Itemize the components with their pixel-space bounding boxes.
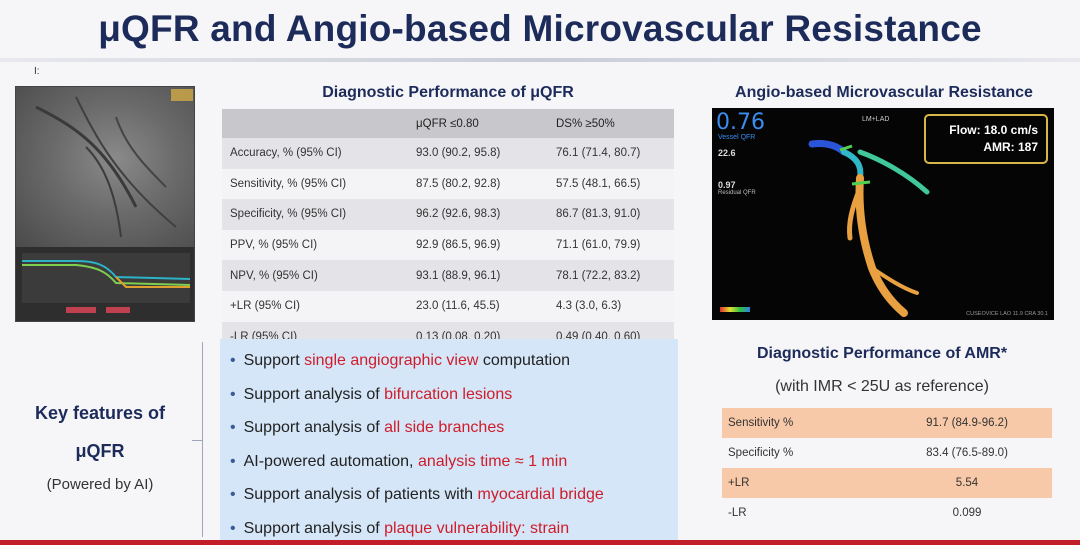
table-header-row: μQFR ≤0.80 DS% ≥50% xyxy=(222,109,674,138)
table-row: Specificity, % (95% CI) 96.2 (92.6, 98.3… xyxy=(222,199,674,230)
table-cell: Sensitivity, % (95% CI) xyxy=(222,168,408,200)
table-cell: Specificity, % (95% CI) xyxy=(222,199,408,230)
table-cell: Specificity % xyxy=(722,438,882,468)
angiogram-label: I: xyxy=(34,66,40,77)
feature-highlight: all side branches xyxy=(384,419,505,436)
amr-image-title: Angio-based Microvascular Resistance xyxy=(735,84,1033,101)
table-cell: PPV, % (95% CI) xyxy=(222,229,408,261)
table-cell: 83.4 (76.5-89.0) xyxy=(882,438,1052,468)
uqfr-table-title: Diagnostic Performance of μQFR xyxy=(322,84,574,101)
features-list: • Support single angiographic view comput… xyxy=(220,339,678,545)
vessel-label: LM+LAD xyxy=(862,116,890,123)
angiogram-image xyxy=(15,86,195,322)
table-cell: 76.1 (71.4, 80.7) xyxy=(548,138,674,169)
table-header-cell xyxy=(222,109,408,138)
amr-vessel-image: 0.76 Vessel QFR 22.6 0.97 Residual QFR L… xyxy=(712,108,1054,320)
projection-info: CUSEOVICE LAO 11.9 CRA 30.1 xyxy=(966,311,1048,317)
table-cell: 57.5 (48.1, 66.5) xyxy=(548,168,674,200)
table-cell: 93.1 (88.9, 96.1) xyxy=(408,260,548,291)
bullet-icon: • xyxy=(230,385,236,403)
bullet-icon: • xyxy=(230,452,236,470)
table-cell: -LR xyxy=(722,498,882,528)
bullet-icon: • xyxy=(230,419,236,436)
table-cell: Accuracy, % (95% CI) xyxy=(222,138,408,169)
table-row: Sensitivity, % (95% CI) 87.5 (80.2, 92.8… xyxy=(222,168,674,200)
feature-text: Support analysis of xyxy=(243,519,385,537)
feature-text: computation xyxy=(478,352,571,369)
bullet-icon: • xyxy=(230,352,236,369)
feature-text: Support analysis of xyxy=(243,385,385,403)
table-row: +LR (95% CI) 23.0 (11.6, 45.5) 4.3 (3.0,… xyxy=(222,290,674,322)
table-cell: 92.9 (86.5, 96.9) xyxy=(408,229,548,261)
table-cell: 4.3 (3.0, 6.3) xyxy=(548,290,674,322)
vessel-tree-render xyxy=(808,140,930,317)
table-row: Sensitivity % 91.7 (84.9-96.2) xyxy=(722,408,1052,438)
angiogram-vessels xyxy=(35,89,193,238)
color-scale-bar xyxy=(720,307,750,312)
angiogram-profile xyxy=(16,247,194,321)
table-row: Accuracy, % (95% CI) 93.0 (90.2, 95.8) 7… xyxy=(222,138,674,169)
table-header-cell: μQFR ≤0.80 xyxy=(408,109,548,138)
table-cell: 93.0 (90.2, 95.8) xyxy=(408,138,548,169)
amr-value: AMR: 187 xyxy=(983,140,1038,154)
feature-text: Support xyxy=(243,352,305,369)
flow-amr-box: Flow: 18.0 cm/s AMR: 187 xyxy=(924,114,1048,164)
bullet-icon: • xyxy=(230,486,236,503)
list-item: • Support analysis of all side branches xyxy=(230,416,678,450)
table-cell: 71.1 (61.0, 79.9) xyxy=(548,229,674,261)
angiogram-view xyxy=(16,87,194,247)
table-cell: 78.1 (72.2, 83.2) xyxy=(548,260,674,291)
table-row: PPV, % (95% CI) 92.9 (86.5, 96.9) 71.1 (… xyxy=(222,229,674,261)
table-cell: 86.7 (81.3, 91.0) xyxy=(548,199,674,230)
table-cell: 91.7 (84.9-96.2) xyxy=(882,408,1052,438)
key-features-subtitle: (Powered by AI) xyxy=(46,476,154,493)
residual-qfr-label: Residual QFR xyxy=(718,190,756,196)
list-item: • Support analysis of plaque vulnerabilit… xyxy=(230,517,678,545)
table-cell: 5.54 xyxy=(882,468,1052,498)
uqfr-performance-table: μQFR ≤0.80 DS% ≥50% Accuracy, % (95% CI)… xyxy=(222,109,674,353)
feature-highlight: bifurcation lesions xyxy=(384,385,513,403)
table-cell: +LR (95% CI) xyxy=(222,290,408,322)
amr-table-title: Diagnostic Performance of AMR* xyxy=(756,345,1008,362)
list-item: • Support analysis of patients with myoca… xyxy=(230,483,678,517)
title-divider xyxy=(0,58,1080,62)
amr-performance-table: Sensitivity % 91.7 (84.9-96.2) Specifici… xyxy=(722,408,1052,528)
vessel-qfr-value: 0.76 xyxy=(716,110,765,135)
table-row: +LR 5.54 xyxy=(722,468,1052,498)
feature-highlight: plaque vulnerability: strain xyxy=(384,519,570,537)
feature-text: Support analysis of xyxy=(243,419,385,436)
table-row: Specificity % 83.4 (76.5-89.0) xyxy=(722,438,1052,468)
feature-highlight: single angiographic view xyxy=(304,352,479,369)
bracket-divider xyxy=(202,342,212,537)
table-cell: Sensitivity % xyxy=(722,408,882,438)
table-row: -LR (95% CI) 0.13 (0.08, 0.20) 0.49 (0.4… xyxy=(222,321,674,353)
residual-qfr-value: 0.97 xyxy=(718,180,736,190)
list-item: • Support single angiographic view comput… xyxy=(230,349,678,383)
table-cell: 87.5 (80.2, 92.8) xyxy=(408,168,548,200)
table-row: NPV, % (95% CI) 93.1 (88.9, 96.1) 78.1 (… xyxy=(222,260,674,291)
bracket-tick xyxy=(192,440,202,441)
bottom-accent-bar xyxy=(0,540,1080,545)
table-cell: 23.0 (11.6, 45.5) xyxy=(408,290,548,322)
qfr-pullback-curve xyxy=(22,253,191,313)
vessel-qfr-label: Vessel QFR xyxy=(718,134,756,141)
table-cell: 0.099 xyxy=(882,498,1052,528)
table-cell: NPV, % (95% CI) xyxy=(222,260,408,291)
bullet-icon: • xyxy=(230,519,236,537)
feature-text: AI-powered automation, xyxy=(243,452,418,470)
feature-highlight: analysis time ≈ 1 min xyxy=(417,452,568,470)
feature-text: Support analysis of patients with xyxy=(243,486,478,503)
key-features-title: Key features of μQFR xyxy=(34,403,166,461)
slide-title: μQFR and Angio-based Microvascular Resis… xyxy=(98,8,982,49)
amr-table-reference: (with IMR < 25U as reference) xyxy=(775,378,989,395)
list-item: • Support analysis of bifurcation lesions xyxy=(230,383,678,417)
table-header-cell: DS% ≥50% xyxy=(548,109,674,138)
feature-highlight: myocardial bridge xyxy=(477,486,604,503)
flow-value: Flow: 18.0 cm/s xyxy=(949,123,1038,137)
table-cell: 96.2 (92.6, 98.3) xyxy=(408,199,548,230)
list-item: • AI-powered automation, analysis time ≈ … xyxy=(230,450,678,484)
table-cell: +LR xyxy=(722,468,882,498)
length-value: 22.6 xyxy=(718,148,736,158)
table-row: -LR 0.099 xyxy=(722,498,1052,528)
